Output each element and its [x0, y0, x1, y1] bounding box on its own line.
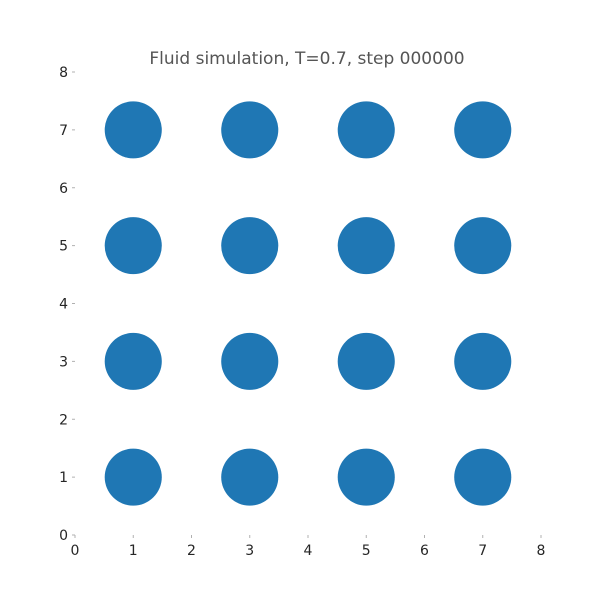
y-tick-label: 3 — [59, 354, 68, 370]
x-tick-label: 8 — [537, 543, 546, 559]
particle-point — [221, 217, 279, 275]
x-tick-label: 1 — [129, 543, 138, 559]
particle-point — [221, 101, 279, 159]
chart-title: Fluid simulation, T=0.7, step 000000 — [149, 49, 464, 69]
particle-points — [104, 101, 512, 506]
particle-point — [221, 332, 279, 390]
y-tick-label: 2 — [59, 412, 68, 428]
x-tick-label: 2 — [187, 543, 196, 559]
x-tick-label: 6 — [420, 543, 429, 559]
particle-point — [454, 332, 512, 390]
x-tick-label: 3 — [245, 543, 254, 559]
particle-point — [104, 332, 162, 390]
x-tick-label: 5 — [362, 543, 371, 559]
particle-point — [454, 448, 512, 506]
particle-point — [454, 217, 512, 275]
particle-point — [104, 448, 162, 506]
particle-point — [221, 448, 279, 506]
particle-point — [337, 332, 395, 390]
y-tick-label: 1 — [59, 470, 68, 486]
particle-point — [337, 217, 395, 275]
x-tick-label: 4 — [304, 543, 313, 559]
particle-point — [104, 101, 162, 159]
x-tick-label: 0 — [71, 543, 80, 559]
y-tick-label: 8 — [59, 65, 68, 81]
y-tick-label: 5 — [59, 239, 68, 255]
particle-point — [337, 448, 395, 506]
y-tick-label: 7 — [59, 123, 68, 139]
y-tick-label: 4 — [59, 297, 68, 313]
particle-point — [104, 217, 162, 275]
particle-point — [454, 101, 512, 159]
x-tick-label: 7 — [478, 543, 487, 559]
y-tick-label: 6 — [59, 181, 68, 197]
y-tick-label: 0 — [59, 528, 68, 544]
axis-ticks: 0 1 2 3 4 5 6 7 8 0 1 2 3 4 5 6 7 8 — [59, 65, 545, 559]
particle-point — [337, 101, 395, 159]
